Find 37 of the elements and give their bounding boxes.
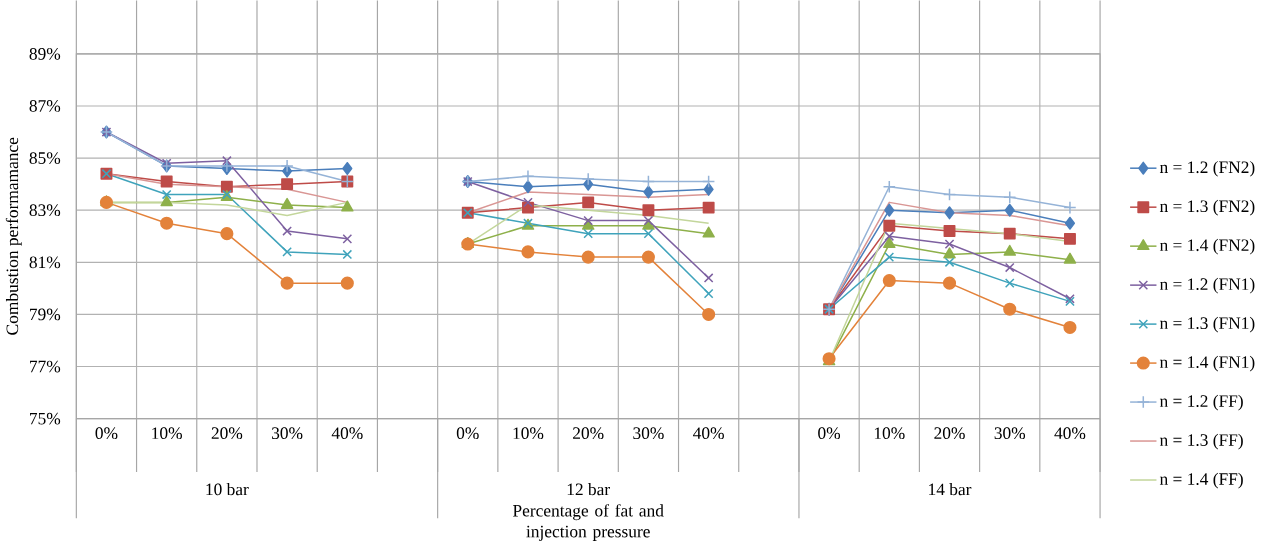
y-tick-label: 79% xyxy=(30,308,61,321)
y-tick-label: 81% xyxy=(29,256,61,269)
legend-label: n = 1.2 (FN2) xyxy=(1159,161,1255,177)
y-axis-title: Combustion performamance xyxy=(5,137,22,335)
x-tick-label: 40% xyxy=(693,427,724,440)
x-tick-label: 10% xyxy=(152,427,182,440)
x-tick-label: 30% xyxy=(994,427,1026,440)
x-tick-label: 30% xyxy=(272,427,303,440)
x-tick-label: 30% xyxy=(633,427,664,440)
legend-label: n = 1.3 (FN2) xyxy=(1159,199,1255,216)
y-tick-label: 85% xyxy=(29,152,61,165)
x-tick-label: 10% xyxy=(874,427,905,440)
x-tick-label: 20% xyxy=(211,427,243,440)
legend-label: n = 1.2 (FN1) xyxy=(1159,277,1255,294)
x-tick-label: 20% xyxy=(573,427,604,440)
legend-label: n = 1.4 (FN2) xyxy=(1159,238,1255,255)
legend-label: n = 1.3 (FN1) xyxy=(1159,316,1255,333)
legend-label: n = 1.4 (FN1) xyxy=(1159,355,1255,372)
text: 10 bar xyxy=(206,483,249,496)
y-tick-label: 83% xyxy=(29,204,61,217)
legend-label: n = 1.2 (FF) xyxy=(1159,394,1243,411)
x-tick-label: 20% xyxy=(934,427,965,440)
y-tick-label: 87% xyxy=(29,100,61,113)
y-tick-label: 75% xyxy=(30,412,61,425)
x-tick-label: 0% xyxy=(818,427,841,440)
x-axis-title: Percentage of fat and injection pressure xyxy=(512,504,664,542)
y-tick-label: 89% xyxy=(29,48,61,60)
x-tick-label: 0% xyxy=(95,427,118,440)
legend-label: n = 1.3 (FF) xyxy=(1159,433,1243,450)
x-tick-label: 10% xyxy=(513,427,544,440)
legend-label: n = 1.4 (FF) xyxy=(1159,472,1243,489)
text: 14 bar xyxy=(929,483,972,496)
x-tick-label: 40% xyxy=(331,427,363,440)
x-tick-label: 0% xyxy=(456,427,479,440)
text: 12 bar xyxy=(567,483,610,496)
y-tick-label: 77% xyxy=(30,360,61,373)
x-tick-label: 40% xyxy=(1054,427,1086,440)
